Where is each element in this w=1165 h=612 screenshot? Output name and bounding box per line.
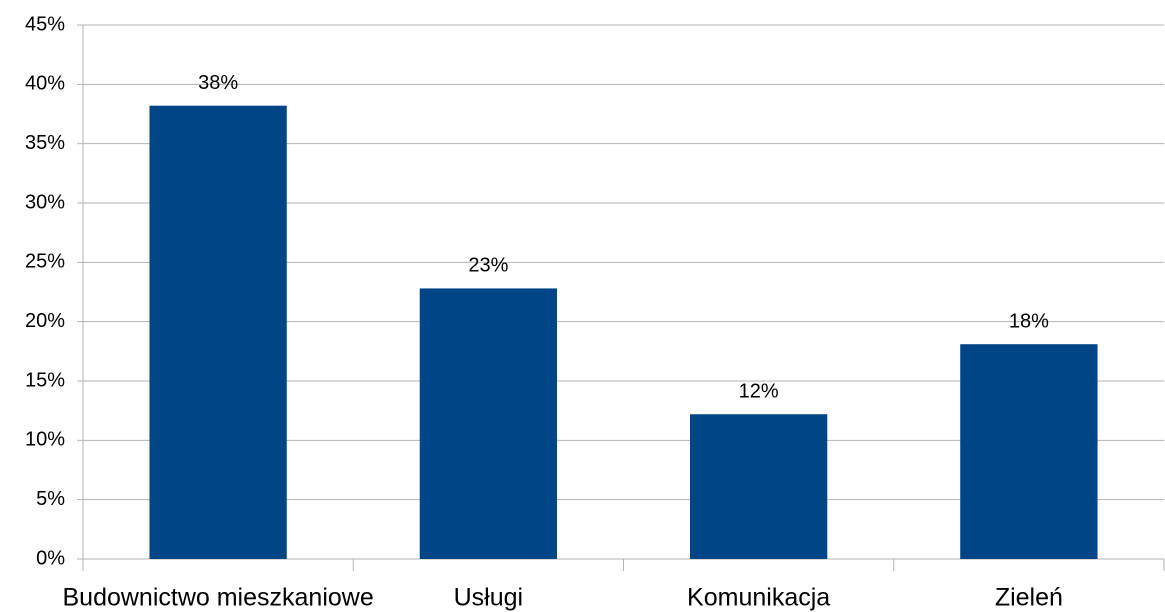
y-tick-label: 20% — [25, 310, 65, 332]
x-tick-label: Budownictwo mieszkaniowe — [62, 584, 373, 612]
y-tick-label: 40% — [25, 73, 65, 95]
x-tick-label: Komunikacja — [687, 584, 830, 612]
x-tick-label: Usługi — [454, 584, 523, 612]
y-tick-label: 5% — [36, 488, 65, 510]
x-tick-label: Zieleń — [995, 584, 1063, 612]
bar — [149, 105, 287, 560]
bar — [960, 344, 1098, 559]
value-label: 12% — [739, 381, 779, 403]
y-tick-label: 15% — [25, 369, 65, 391]
bar — [689, 414, 828, 559]
y-tick-label: 0% — [36, 547, 65, 569]
y-tick-label: 45% — [25, 13, 65, 35]
y-tick-label: 35% — [25, 132, 65, 154]
y-tick-label: 25% — [25, 251, 65, 273]
y-tick-label: 30% — [25, 191, 65, 213]
value-label: 38% — [198, 72, 238, 94]
bar — [419, 288, 558, 559]
value-label: 23% — [468, 255, 508, 277]
y-tick-label: 10% — [25, 429, 65, 451]
value-label: 18% — [1009, 310, 1049, 332]
